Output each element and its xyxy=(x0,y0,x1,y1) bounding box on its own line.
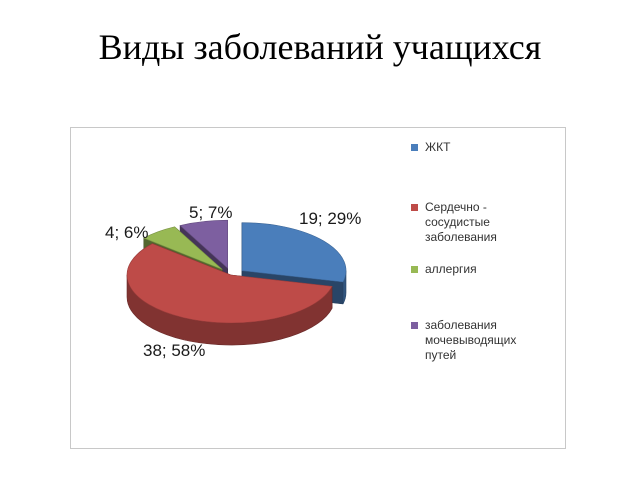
pie-chart: 19; 29% 38; 58% 4; 6% 5; 7% xyxy=(105,203,361,360)
pie-data-label: 5; 7% xyxy=(189,203,232,222)
legend-label: Сердечно - сосудистые заболевания xyxy=(425,200,497,244)
legend-swatch xyxy=(411,204,418,211)
legend-swatch xyxy=(411,144,418,151)
pie-tops xyxy=(126,219,347,324)
pie-data-label: 19; 29% xyxy=(299,209,361,228)
legend-label: ЖКТ xyxy=(425,140,451,154)
legend-label: аллергия xyxy=(425,262,477,276)
legend-item-allergy: аллергия xyxy=(411,262,561,318)
pie-slice xyxy=(241,222,347,283)
chart-legend: ЖКТ Сердечно - сосудистые заболевания ал… xyxy=(411,140,561,363)
legend-item-urinary: заболевания мочевыводящих путей xyxy=(411,318,561,363)
pie-slice xyxy=(143,226,223,270)
pie-data-label: 38; 58% xyxy=(143,341,205,360)
slide-title: Виды заболеваний учащихся xyxy=(98,27,542,67)
legend-item-zhkt: ЖКТ xyxy=(411,140,561,200)
legend-swatch xyxy=(411,322,418,329)
legend-swatch xyxy=(411,266,418,273)
pie-data-label: 4; 6% xyxy=(105,223,148,242)
pie-slice xyxy=(126,243,333,324)
chart-frame: 19; 29% 38; 58% 4; 6% 5; 7% ЖКТ Сердечно - … xyxy=(70,127,566,449)
pie-slice xyxy=(179,219,228,269)
legend-item-cardio: Сердечно - сосудистые заболевания xyxy=(411,200,561,262)
legend-label: заболевания мочевыводящих путей xyxy=(425,318,517,362)
